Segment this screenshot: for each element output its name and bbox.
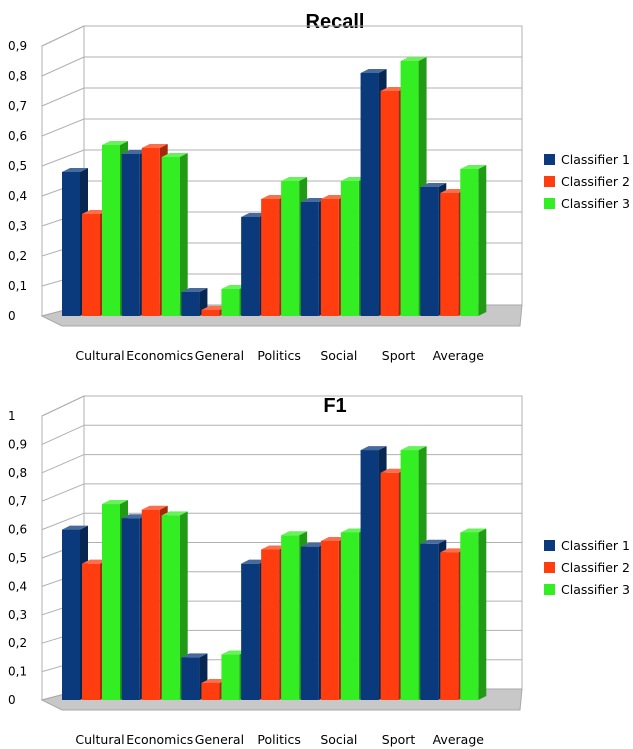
f1-chart-svg: F1 0 0,1 0,2 0,3 0,4 0,5 0,6 0,7 0,8 0,9 1 Cultural E… xyxy=(8,395,630,747)
recall-gridline-side xyxy=(41,87,85,107)
recall-category-label: Social xyxy=(320,348,357,363)
f1-y-tick-label: 1 xyxy=(8,409,16,423)
recall-chart: Recall 0 0,1 0,2 0,3 0,4 0,5 0,6 0,7 0,8 0,9 Cultur… xyxy=(0,0,633,372)
recall-gridline-side xyxy=(41,56,85,77)
recall-category-label: Average xyxy=(433,348,485,363)
f1-y-tick-label: 0,5 xyxy=(8,551,27,565)
f1-gridline-side xyxy=(41,512,85,531)
f1-y-tick-label: 0,3 xyxy=(8,608,27,622)
recall-gridline-side xyxy=(41,149,85,167)
f1-gridline-side xyxy=(41,483,85,502)
f1-legend-swatch xyxy=(544,562,555,573)
recall-category-label: Sport xyxy=(382,348,416,363)
f1-y-tick-label: 0 xyxy=(8,693,16,707)
recall-y-tick-label: 0,4 xyxy=(8,189,27,203)
f1-bar xyxy=(161,511,188,700)
f1-chart: F1 0 0,1 0,2 0,3 0,4 0,5 0,6 0,7 0,8 0,9 1 Cultural E… xyxy=(0,382,633,749)
f1-legend-label: Classifier 3 xyxy=(561,582,630,597)
recall-category-label: Economics xyxy=(126,348,193,363)
f1-legend-label: Classifier 2 xyxy=(561,560,630,575)
f1-category-label: Social xyxy=(320,732,357,747)
f1-gridline-side xyxy=(41,454,85,474)
recall-legend-swatch xyxy=(544,176,555,187)
f1-y-tick-label: 0,1 xyxy=(8,665,27,679)
f1-legend-swatch xyxy=(544,584,555,595)
recall-bar xyxy=(460,165,487,316)
f1-y-tick-label: 0,2 xyxy=(8,636,27,650)
recall-gridline-side xyxy=(41,118,85,137)
recall-legend-swatch xyxy=(544,154,555,165)
recall-legend-label: Classifier 2 xyxy=(561,174,630,189)
f1-category-label: Politics xyxy=(257,732,300,747)
recall-y-tick-label: 0,3 xyxy=(8,219,27,233)
f1-gridline-side xyxy=(41,395,85,417)
recall-y-tick-label: 0,1 xyxy=(8,279,27,293)
f1-category-label: Cultural xyxy=(75,732,124,747)
f1-chart-title: F1 xyxy=(323,395,346,417)
recall-y-tick-label: 0,9 xyxy=(8,39,27,53)
f1-category-label: Sport xyxy=(382,732,416,747)
recall-category-label: Cultural xyxy=(75,348,124,363)
recall-y-tick-label: 0,5 xyxy=(8,159,27,173)
f1-category-label: General xyxy=(195,732,244,747)
f1-y-tick-label: 0,9 xyxy=(8,437,27,451)
recall-legend-label: Classifier 3 xyxy=(561,196,630,211)
f1-y-tick-label: 0,6 xyxy=(8,523,27,537)
recall-bar xyxy=(161,153,188,316)
recall-y-tick-label: 0,8 xyxy=(8,69,27,83)
f1-y-tick-label: 0,8 xyxy=(8,466,27,480)
recall-legend-label: Classifier 1 xyxy=(561,152,630,167)
f1-category-label: Average xyxy=(433,732,485,747)
recall-y-tick-label: 0,7 xyxy=(8,99,27,113)
recall-bar xyxy=(181,288,208,316)
recall-category-label: Politics xyxy=(257,348,300,363)
recall-y-tick-label: 0,2 xyxy=(8,249,27,263)
recall-chart-title: Recall xyxy=(306,11,365,33)
recall-chart-svg: Recall 0 0,1 0,2 0,3 0,4 0,5 0,6 0,7 0,8 0,9 Cultur… xyxy=(8,11,630,363)
recall-y-tick-label: 0 xyxy=(8,309,16,323)
f1-y-tick-label: 0,7 xyxy=(8,494,27,508)
recall-y-tick-label: 0,6 xyxy=(8,129,27,143)
f1-bar xyxy=(460,528,487,700)
f1-gridline-side xyxy=(41,424,85,445)
f1-y-tick-label: 0,4 xyxy=(8,579,27,593)
f1-category-label: Economics xyxy=(126,732,193,747)
f1-legend-label: Classifier 1 xyxy=(561,538,630,553)
f1-legend-swatch xyxy=(544,540,555,551)
recall-gridline-side xyxy=(41,25,85,47)
recall-legend-swatch xyxy=(544,198,555,209)
recall-category-label: General xyxy=(195,348,244,363)
